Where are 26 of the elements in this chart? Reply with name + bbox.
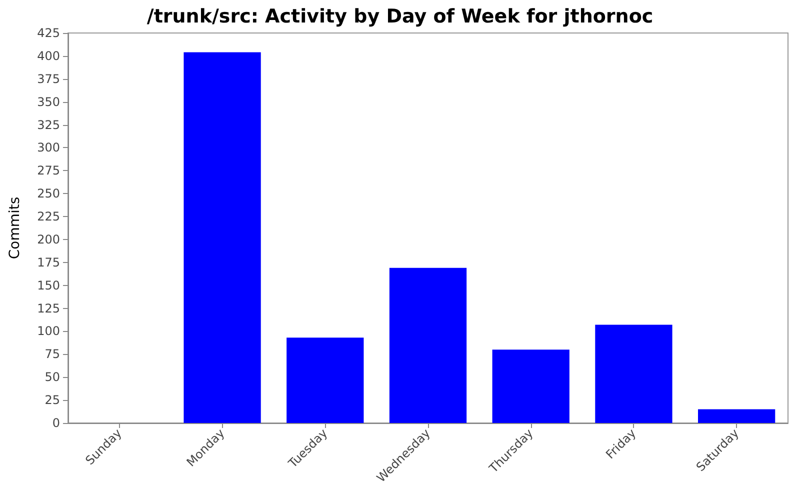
y-tick-label: 25	[44, 393, 60, 408]
y-tick-label: 100	[37, 324, 60, 338]
y-tick-label: 425	[37, 26, 60, 40]
y-axis-title: Commits	[7, 196, 23, 260]
y-tick-label: 125	[37, 301, 60, 316]
y-tick-label: 300	[37, 140, 60, 155]
y-tick-label: 50	[44, 370, 60, 384]
y-tick-label: 325	[37, 118, 60, 132]
y-tick-label: 200	[37, 232, 60, 246]
y-tick-label: 350	[37, 94, 60, 109]
y-tick-label: 400	[37, 48, 60, 63]
bar	[698, 409, 776, 423]
y-tick-label: 0	[52, 416, 60, 430]
y-tick-label: 225	[37, 210, 60, 224]
y-tick-label: 275	[37, 164, 60, 178]
bar	[184, 52, 261, 423]
y-tick-label: 75	[44, 347, 60, 362]
bar	[492, 350, 570, 423]
chart-title: /trunk/src: Activity by Day of Week for jthornoc	[146, 6, 654, 28]
bar	[595, 324, 672, 423]
bar	[389, 268, 467, 423]
y-tick-label: 375	[37, 72, 60, 86]
y-tick-label: 250	[37, 186, 60, 201]
y-tick-label: 175	[37, 255, 60, 270]
y-tick-label: 150	[37, 278, 60, 292]
bar	[286, 338, 364, 423]
